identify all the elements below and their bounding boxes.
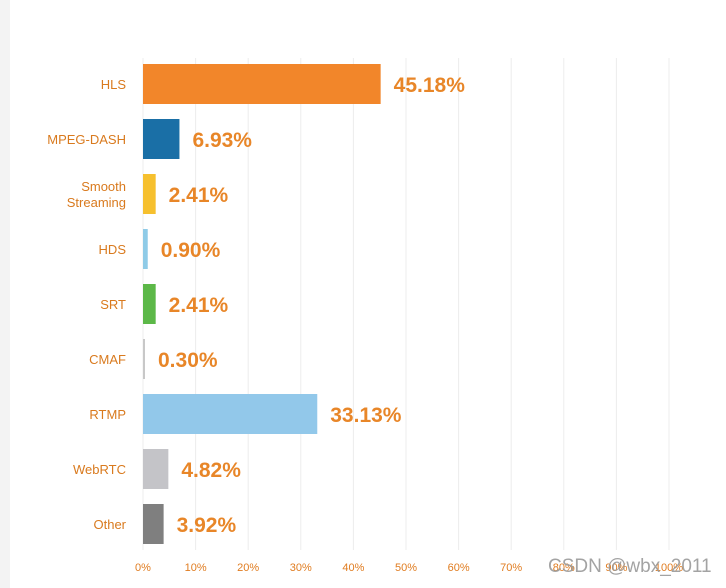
x-tick-label: 50%	[395, 562, 417, 574]
x-tick-label: 40%	[342, 562, 364, 574]
value-label: 0.30%	[158, 349, 218, 372]
x-tick-label: 70%	[500, 562, 522, 574]
value-label: 3.92%	[177, 514, 237, 537]
category-label: Smooth Streaming	[67, 179, 126, 210]
bar-mpeg-dash	[143, 119, 180, 159]
chart-panel: 0% 10% 20% 30% 40% 50% 60% 70% 80% 90% 100% HLS 45.1…	[10, 0, 726, 588]
x-tick-label: 100%	[655, 562, 683, 574]
category-label: CMAF	[89, 352, 126, 367]
bar-srt	[143, 284, 156, 324]
x-tick-label: 0%	[135, 562, 151, 574]
category-label: HDS	[99, 242, 127, 257]
x-tick-label: 60%	[448, 562, 470, 574]
value-label: 4.82%	[181, 459, 241, 482]
x-tick-label: 10%	[185, 562, 207, 574]
value-label: 45.18%	[394, 74, 466, 97]
value-label: 2.41%	[169, 294, 229, 317]
value-label: 33.13%	[330, 404, 402, 427]
bar-webrtc	[143, 449, 169, 489]
bar-other	[143, 504, 164, 544]
bar-hds	[143, 229, 148, 269]
value-label: 0.90%	[161, 239, 221, 262]
watermark: CSDN @wbx_2011	[548, 556, 712, 577]
bar-cmaf	[143, 339, 145, 379]
category-label: MPEG-DASH	[47, 132, 126, 147]
bar-chart: 0% 10% 20% 30% 40% 50% 60% 70% 80% 90% 100% HLS 45.1…	[47, 58, 683, 574]
bar-smooth-streaming	[143, 174, 156, 214]
bar-hls	[143, 64, 381, 104]
category-label: WebRTC	[73, 462, 126, 477]
category-label: SRT	[100, 297, 126, 312]
x-tick-label: 80%	[553, 562, 575, 574]
x-tick-label: 20%	[237, 562, 259, 574]
category-label: RTMP	[89, 407, 126, 422]
x-tick-label: 90%	[605, 562, 627, 574]
x-tick-label: 30%	[290, 562, 312, 574]
bar-rtmp	[143, 394, 318, 434]
category-label: Other	[93, 517, 126, 532]
category-label: HLS	[101, 77, 127, 92]
value-label: 6.93%	[192, 129, 252, 152]
value-label: 2.41%	[169, 184, 229, 207]
